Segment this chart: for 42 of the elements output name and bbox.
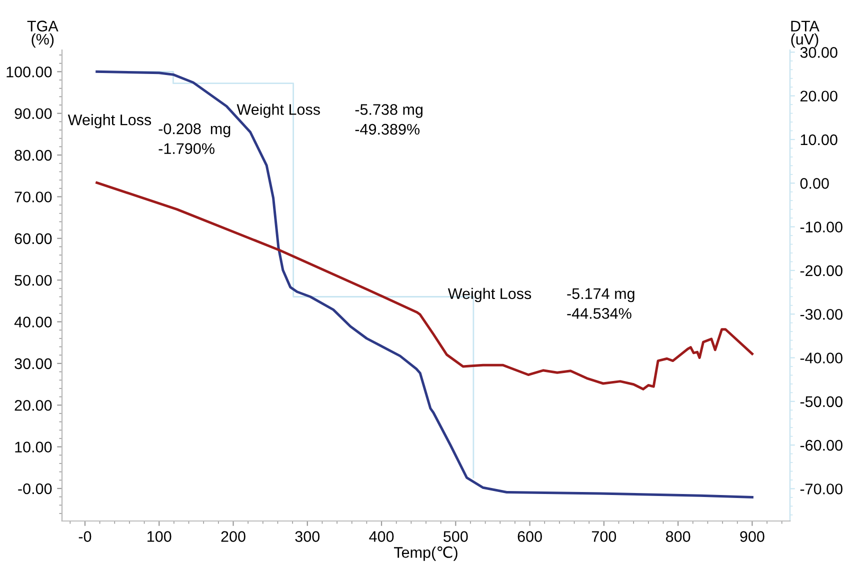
x-tick-label: 800 [666,531,690,542]
x-tick-label: 100 [148,531,172,542]
y2-tick-label: -40.00 [800,352,842,364]
y2-tick-label: -50.00 [800,396,842,408]
y2-tick-label: -20.00 [800,265,842,276]
annotation: Weight Loss [236,104,320,118]
annotation: Weight Loss [448,288,532,302]
line-series [96,181,754,390]
x-tick-label: 200 [221,531,246,542]
y2-axis-title: DTA (uV) [791,20,820,48]
x-axis-title: Temp(℃) [394,546,458,561]
y-tick-label: 30.00 [14,358,52,370]
y2-tick-label: -70.00 [800,484,842,494]
y2-tick-label: -30.00 [800,308,842,320]
x-tick-label: 600 [518,531,542,542]
y-tick-label: 90.00 [14,108,52,120]
y2-tick-label: 10.00 [800,134,838,146]
y2-tick-label: -60.00 [800,440,842,451]
x-tick-label: 300 [295,531,320,542]
y-tick-label: 80.00 [14,150,52,161]
y2-tick-label: 0.00 [800,178,829,189]
y-tick-label: 100.00 [6,66,52,78]
x-tick-label: 700 [592,531,616,542]
annotation: Weight Loss [68,114,152,128]
y-tick-label: 40.00 [14,316,52,328]
annotation: -5.174 mg -44.534% [567,288,634,319]
y-axis-title: TGA (%) [27,20,58,48]
annotation: -5.738 mg -49.389% [355,104,422,135]
x-tick-label: 900 [740,531,764,542]
y2-tick-label: 30.00 [800,47,838,58]
y-tick-label: 10.00 [15,442,52,452]
y-tick-label: 70.00 [14,192,52,202]
y2-tick-label: -10.00 [800,222,842,232]
y-tick-label: 50.00 [14,274,52,286]
x-tick-label: -0 [78,531,92,542]
x-tick-label: 400 [369,531,394,542]
x-tick-label: 500 [444,531,468,542]
y-tick-label: 20.00 [14,400,52,411]
y-tick-label: 60.00 [14,233,52,244]
y2-tick-label: 20.00 [800,90,838,102]
y-tick-label: -0.00 [18,483,52,494]
annotation: -0.208 mg -1.790% [158,123,230,154]
